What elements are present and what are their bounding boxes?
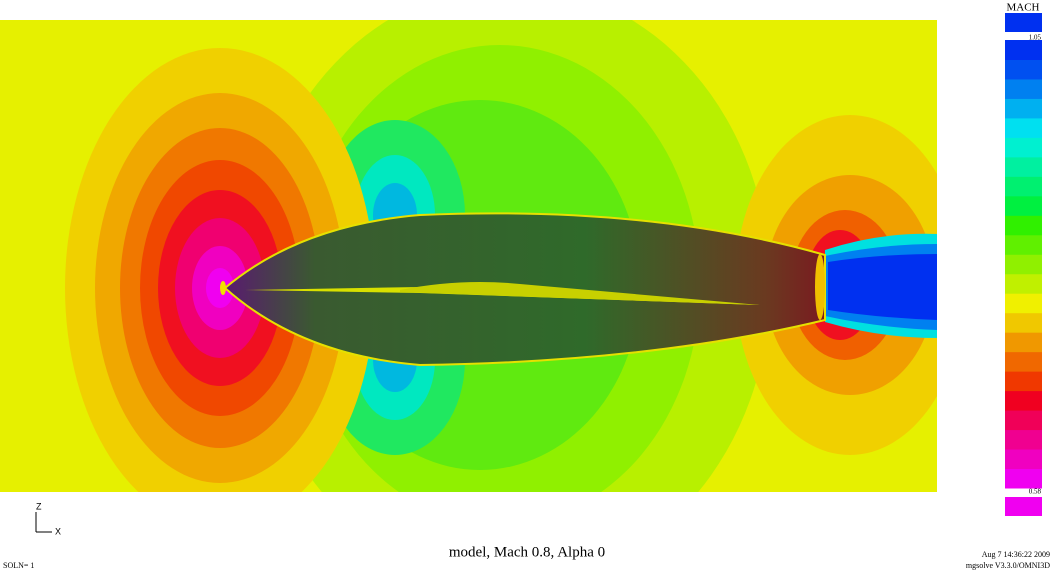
axis-label-x: X (55, 526, 61, 536)
legend-band (1005, 137, 1042, 157)
legend-band (1005, 254, 1042, 274)
legend-swatch-min (1005, 497, 1042, 516)
legend-title: MACH (1006, 2, 1039, 14)
legend-band (1005, 118, 1042, 138)
legend-band (1005, 391, 1042, 411)
legend-band (1005, 98, 1042, 118)
caption: model, Mach 0.8, Alpha 0 (449, 544, 605, 560)
solution-label: SOLN= 1 (3, 561, 34, 570)
color-legend: MACH 1.05 0.58 (1005, 2, 1042, 516)
legend-band (1005, 293, 1042, 313)
legend-band (1005, 215, 1042, 235)
legend-band (1005, 410, 1042, 430)
legend-band (1005, 40, 1042, 60)
legend-band (1005, 235, 1042, 255)
timestamp: Aug 7 14:36:22 2009 (982, 550, 1050, 559)
legend-band (1005, 352, 1042, 372)
axis-label-z: Z (36, 501, 42, 511)
legend-band (1005, 332, 1042, 352)
legend-band (1005, 59, 1042, 79)
legend-band (1005, 430, 1042, 450)
legend-min-label: 0.58 (1029, 488, 1042, 496)
legend-band (1005, 157, 1042, 177)
legend-band (1005, 469, 1042, 489)
legend-band (1005, 196, 1042, 216)
legend-band (1005, 274, 1042, 294)
axis-triad: Z X (36, 501, 61, 536)
legend-band (1005, 313, 1042, 333)
screen: MACH 1.05 0.58 Z X model, Mach 0.8, Alph… (0, 0, 1054, 572)
contour-plot (0, 0, 965, 572)
legend-max-label: 1.05 (1029, 34, 1042, 42)
legend-band (1005, 449, 1042, 469)
software-label: mgsolve V3.3.0/OMNI3D (966, 561, 1050, 570)
legend-band (1005, 79, 1042, 99)
legend-swatch-max (1005, 13, 1042, 32)
legend-band (1005, 176, 1042, 196)
legend-band (1005, 371, 1042, 391)
